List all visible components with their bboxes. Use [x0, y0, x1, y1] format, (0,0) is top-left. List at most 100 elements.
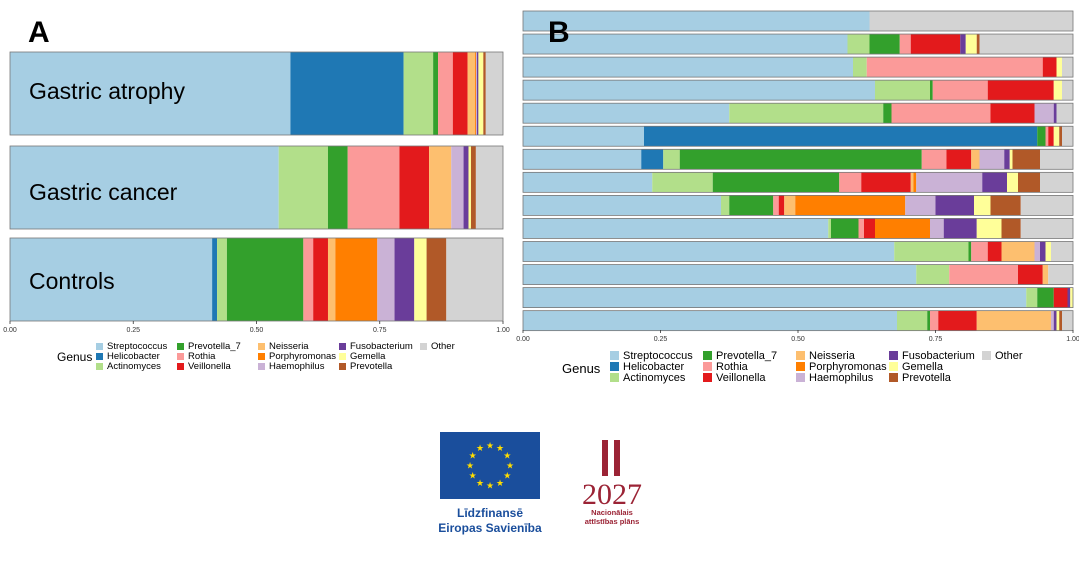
panel-b-legend-key-veillonella — [703, 373, 712, 382]
panel-b-bar-row-2-veillonella — [910, 34, 961, 55]
panel-b-bar-row-12-veillonella — [1018, 264, 1043, 285]
panel-a-legend-label-veillonella: Veillonella — [188, 361, 231, 372]
lv-nap-logo: 2027 Nacionālais attīstības plāns — [582, 440, 642, 526]
panel-b-bar-row-14-fusobacterium — [1053, 310, 1057, 331]
panel-a-legend-label-streptococcus: Streptococcus — [107, 341, 167, 352]
panel-b-bar-row-7-prevotella-7 — [679, 149, 922, 170]
panel-b-bar-row-14-actinomyces — [897, 310, 928, 331]
panel-a-bar-row-3-porphyromonas — [335, 238, 378, 321]
panel-a-legend-label-haemophilus: Haemophilus — [269, 361, 325, 372]
panel-b-legend: Genus StreptococcusHelicobacterActinomyce… — [562, 350, 1023, 384]
panel-b-bar-row-14-haemophilus — [1051, 310, 1054, 331]
panel-b-bar-row-13-fusobacterium — [1067, 287, 1071, 308]
panel-b-bar-row-13-actinomyces — [1026, 287, 1038, 308]
panel-a-legend-label-neisseria: Neisseria — [269, 341, 309, 352]
panel-b-legend-label-fusobacterium: Fusobacterium — [902, 350, 975, 362]
panel-b-bar-row-6-outline — [522, 125, 1074, 147]
panel-a-legend-key-other — [420, 343, 427, 350]
panel-b-bar-row-6-prevotella — [1059, 126, 1062, 147]
panel-a-bar-row-3-helicobacter — [212, 238, 218, 321]
panel-b-bar-row-14-veillonella — [938, 310, 977, 331]
panel-b-bar-row-11-fusobacterium — [1040, 241, 1046, 262]
panel-a-legend-label-helicobacter: Helicobacter — [107, 351, 160, 362]
panel-a-legend-label-other: Other — [431, 341, 455, 352]
panel-a-bar-row-3-actinomyces — [217, 238, 227, 321]
panel-b-bar-row-11-rothia — [971, 241, 988, 262]
panel-a-bar-row-3-prevotella — [426, 238, 447, 321]
panel-b-bar-row-6-helicobacter — [644, 126, 1038, 147]
panel-b-legend-label-rothia: Rothia — [716, 361, 749, 373]
panel-b-bar-row-9-prevotella — [990, 195, 1021, 216]
panel-b-bar-row-8-neisseria — [910, 172, 914, 193]
panel-a-legend-key-prevotella — [339, 363, 346, 370]
panel-b-bar-row-5-fusobacterium — [1053, 103, 1057, 124]
panel-b-legend-key-helicobacter — [610, 362, 619, 371]
panel-b-bar-row-8-gemella — [1007, 172, 1018, 193]
panel-b-bar-row-2-streptococcus — [523, 34, 848, 55]
panel-b-bar-row-4-rothia — [932, 80, 988, 101]
panel-b-bar-row-8-prevotella — [1018, 172, 1040, 193]
panel-b-bar-row-9-veillonella — [778, 195, 785, 216]
panel-b: B 0.00 0.25 0.50 0.75 1.00 Genus Streptococcu… — [516, 10, 1079, 384]
panel-b-bar-row-9-other — [1020, 195, 1073, 216]
panel-a-legend-key-gemella — [339, 353, 346, 360]
panel-a-tick-label: 0.50 — [250, 327, 264, 334]
panel-a-legend-label-porphyromonas: Porphyromonas — [269, 351, 336, 362]
panel-b-bar-row-7-gemella — [1009, 149, 1013, 170]
panel-b-bar-row-7-veillonella — [946, 149, 972, 170]
panel-b-legend-key-prevotella — [889, 373, 898, 382]
panel-b-bar-row-2-other — [979, 34, 1073, 55]
panel-b-legend-label-prevotella-7: Prevotella_7 — [716, 350, 777, 362]
panel-b-bar-row-12-other — [1048, 264, 1073, 285]
panel-a-tick-label: 0.25 — [126, 327, 140, 334]
panel-b-bar-row-13-streptococcus — [523, 287, 1027, 308]
panel-b-bar-row-9-porphyromonas — [795, 195, 906, 216]
panel-b-legend-label-porphyromonas: Porphyromonas — [809, 361, 887, 373]
panel-b-bar-row-5-other — [1056, 103, 1073, 124]
panel-a-bar-row-1-other — [485, 52, 503, 135]
panel-b-bar-row-11-neisseria — [1001, 241, 1035, 262]
panel-a-bar-row-2-haemophilus — [451, 146, 464, 229]
panel-b-bar-row-14-streptococcus — [523, 310, 897, 331]
panel-b-bar-row-1-outline — [522, 10, 1074, 32]
panel-b-bar-row-7-helicobacter — [641, 149, 664, 170]
panel-a-tick-label: 0.75 — [373, 327, 387, 334]
panel-a-tick-label: 0.00 — [3, 327, 17, 334]
panel-b-legend-key-neisseria — [796, 351, 805, 360]
panel-b-legend-label-actinomyces: Actinomyces — [623, 372, 686, 384]
panel-b-legend-label-prevotella: Prevotella — [902, 372, 952, 384]
panel-a-legend-label-gemella: Gemella — [350, 351, 386, 362]
panel-b-legend-key-other — [982, 351, 991, 360]
panel-b-bar-row-7-neisseria — [971, 149, 980, 170]
panel-b-legend-title: Genus — [562, 361, 601, 376]
panel-a-bar-row-1-fusobacterium — [476, 52, 479, 135]
panel-b-bar-row-3-veillonella — [1042, 57, 1057, 78]
panel-b-bar-row-4-actinomyces — [875, 80, 930, 101]
panel-b-bar-row-6-veillonella — [1048, 126, 1054, 147]
panel-b-bar-row-5-rothia — [891, 103, 991, 124]
eu-logo-line2: Eiropas Savienība — [438, 521, 542, 535]
panel-b-legend-key-haemophilus — [796, 373, 805, 382]
panel-b-bar-row-12-outline — [522, 264, 1074, 285]
panel-b-bar-row-7-other — [1040, 149, 1073, 170]
panel-b-legend-key-gemella — [889, 362, 898, 371]
panel-a-bar-row-3-neisseria — [327, 238, 336, 321]
lv-logo-line2: attīstības plāns — [585, 517, 640, 526]
panel-a-bar-row-1-haemophilus — [475, 52, 477, 135]
panel-a-bar-row-3-streptococcus — [10, 238, 213, 321]
panel-a-bar-row-1-prevotella-7 — [433, 52, 439, 135]
panel-b-legend-label-other: Other — [995, 350, 1023, 362]
panel-a-bar-row-2-streptococcus — [10, 146, 279, 229]
lv-nap-logo-icon — [602, 440, 608, 476]
panel-b-legend-key-actinomyces — [610, 373, 619, 382]
panel-b-bar-row-8-other — [1040, 172, 1073, 193]
panel-b-bar-row-10-haemophilus — [930, 218, 944, 239]
panel-b-tick-label: 1.00 — [1066, 336, 1079, 343]
panel-b-bar-row-3-gemella — [1056, 57, 1062, 78]
panel-b-bar-row-14-gemella — [1056, 310, 1060, 331]
panel-a-legend-key-fusobacterium — [339, 343, 346, 350]
panel-b-bar-row-5-haemophilus — [1034, 103, 1054, 124]
eu-star-icon: ★ — [476, 479, 484, 489]
eu-logo-line1: Līdzfinansē — [457, 506, 523, 520]
